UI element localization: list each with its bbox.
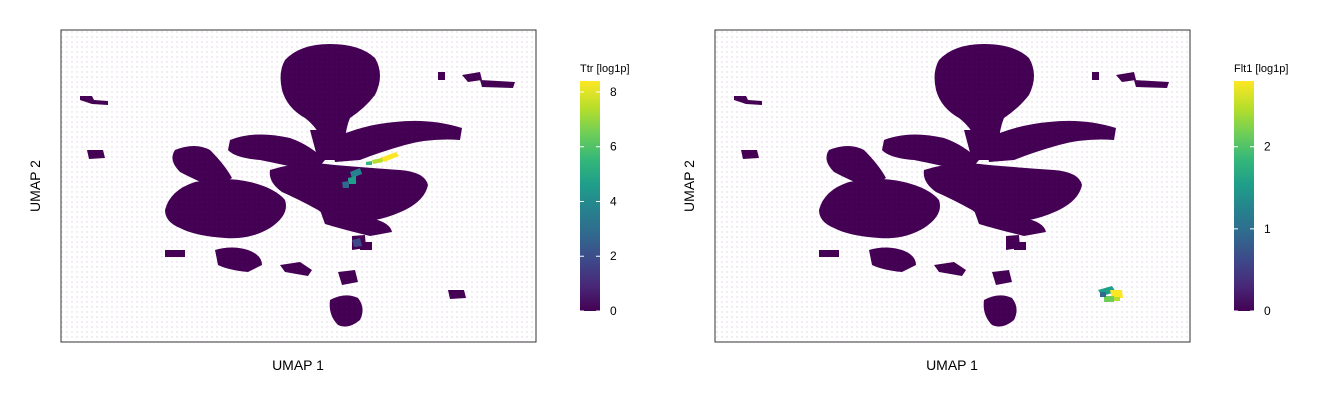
colorbar-tick-label: 1 [1264, 222, 1271, 236]
panel-flt1: UMAP 1 UMAP 2 Flt1 [log1p] 0 1 2 [681, 29, 1288, 373]
colorbar-tick-label: 4 [610, 194, 617, 208]
colorbar-title: Flt1 [log1p] [1234, 63, 1288, 75]
x-axis-label: UMAP 1 [272, 357, 324, 373]
colorbar-tick-label: 0 [1264, 304, 1271, 318]
colorbar-title: Ttr [log1p] [580, 63, 630, 75]
colorbar-ticks: 0 2 4 6 8 [580, 85, 617, 318]
x-axis-label: UMAP 1 [926, 357, 978, 373]
colorbar-tick-label: 6 [610, 140, 617, 154]
colorbar-tick-label: 8 [610, 85, 617, 99]
panel-ttr: UMAP 1 UMAP 2 Ttr [log1p] 0 2 4 6 8 [27, 29, 630, 373]
colorbar-flt1: Flt1 [log1p] 0 1 2 [1234, 63, 1288, 318]
colorbar-gradient [1234, 81, 1254, 311]
y-axis-label: UMAP 2 [681, 160, 697, 212]
highlight-cells [342, 152, 399, 247]
y-axis-label: UMAP 2 [27, 160, 43, 212]
colorbar-tick-label: 2 [610, 249, 617, 263]
colorbar-gradient [580, 81, 600, 311]
colorbar-tick-label: 0 [610, 304, 617, 318]
colorbar-ticks: 0 1 2 [1234, 140, 1271, 318]
highlight-cells [1098, 286, 1123, 302]
colorbar-tick-label: 2 [1264, 140, 1271, 154]
colorbar-ttr: Ttr [log1p] 0 2 4 6 8 [580, 63, 630, 318]
